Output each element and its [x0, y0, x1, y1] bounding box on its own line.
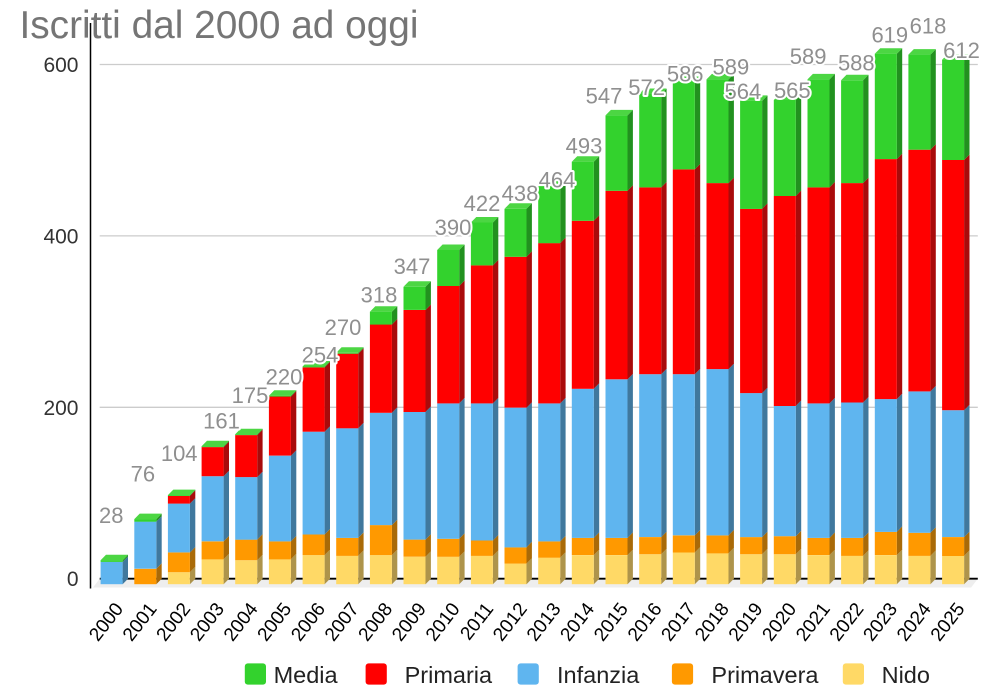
- svg-text:200: 200: [43, 397, 78, 420]
- svg-text:175: 175: [232, 383, 269, 408]
- svg-text:161: 161: [203, 409, 240, 434]
- svg-text:390: 390: [435, 215, 472, 240]
- svg-text:Infanzia: Infanzia: [557, 662, 640, 688]
- svg-text:220: 220: [266, 364, 303, 389]
- svg-text:565: 565: [774, 78, 811, 103]
- svg-text:564: 564: [725, 79, 762, 104]
- svg-text:400: 400: [43, 225, 78, 248]
- svg-text:28: 28: [99, 503, 123, 528]
- svg-text:572: 572: [628, 75, 665, 100]
- svg-text:612: 612: [943, 38, 980, 63]
- svg-text:Primavera: Primavera: [711, 662, 819, 688]
- svg-text:618: 618: [910, 14, 947, 39]
- svg-text:Media: Media: [274, 662, 339, 688]
- svg-text:270: 270: [325, 315, 362, 340]
- svg-text:422: 422: [464, 191, 501, 216]
- svg-text:104: 104: [161, 441, 198, 466]
- svg-text:438: 438: [502, 181, 539, 206]
- svg-text:Primaria: Primaria: [405, 662, 493, 688]
- svg-text:254: 254: [302, 342, 339, 367]
- svg-text:76: 76: [131, 462, 155, 487]
- svg-text:600: 600: [43, 54, 78, 77]
- svg-text:619: 619: [871, 22, 908, 47]
- svg-text:464: 464: [539, 167, 576, 192]
- svg-text:547: 547: [586, 84, 623, 109]
- svg-text:589: 589: [790, 44, 827, 69]
- svg-text:0: 0: [67, 568, 79, 591]
- svg-text:347: 347: [394, 254, 431, 279]
- svg-text:493: 493: [566, 133, 603, 158]
- svg-text:318: 318: [361, 282, 398, 307]
- svg-text:Nido: Nido: [882, 662, 930, 688]
- svg-text:586: 586: [667, 62, 704, 87]
- svg-text:589: 589: [713, 55, 750, 80]
- svg-text:Iscritti dal 2000 ad oggi: Iscritti dal 2000 ad oggi: [20, 4, 419, 47]
- svg-text:588: 588: [838, 51, 875, 76]
